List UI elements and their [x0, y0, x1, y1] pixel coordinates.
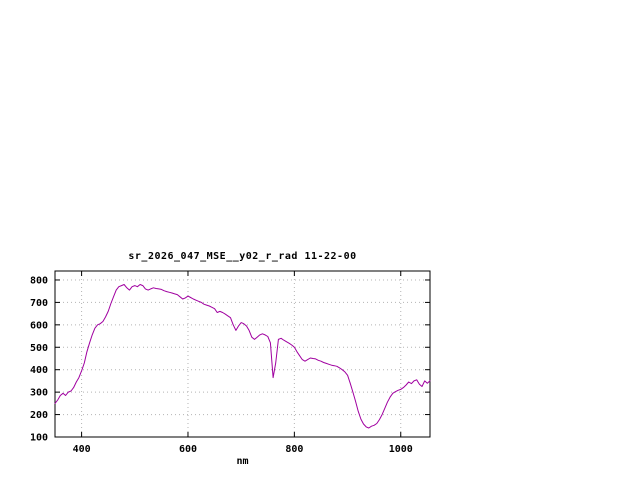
x-axis-label: nm: [236, 456, 249, 467]
y-tick-label: 100: [30, 433, 48, 444]
y-tick-label: 300: [30, 388, 48, 399]
x-tick-label: 1000: [389, 444, 413, 455]
y-tick-label: 500: [30, 343, 48, 354]
x-tick-label: 800: [285, 444, 303, 455]
x-tick-label: 600: [179, 444, 197, 455]
y-tick-label: 200: [30, 410, 48, 421]
y-tick-label: 600: [30, 320, 48, 331]
spectral-curve: [54, 284, 431, 429]
y-tick-label: 800: [30, 275, 48, 286]
x-tick-label: 400: [73, 444, 91, 455]
y-tick-label: 700: [30, 298, 48, 309]
y-tick-label: 400: [30, 365, 48, 376]
chart-title: sr_2026_047_MSE__y02_r_rad 11-22-00: [128, 251, 357, 262]
plot-border: [54, 270, 431, 438]
